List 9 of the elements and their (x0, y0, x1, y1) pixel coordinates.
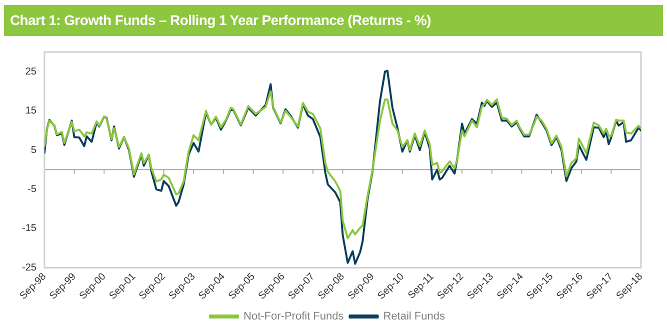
y-tick-label: -15 (22, 223, 37, 234)
y-tick-label: -25 (22, 262, 37, 274)
chart-title: Chart 1: Growth Funds – Rolling 1 Year Performance (Returns - %) (4, 5, 663, 36)
y-tick-label: 25 (25, 66, 37, 78)
y-tick-label: -5 (28, 184, 37, 196)
legend-label: Retail Funds (383, 310, 446, 323)
y-tick-label: 15 (25, 106, 37, 117)
y-tick-label: 5 (30, 144, 37, 156)
legend-label: Not-For-Profit Funds (244, 310, 344, 323)
